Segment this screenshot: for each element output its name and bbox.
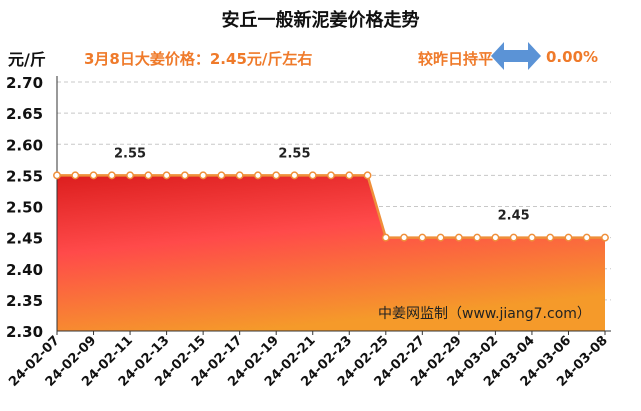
watermark: 中姜网监制（www.jiang7.com）	[378, 306, 591, 322]
data-point	[454, 233, 463, 242]
data-point	[199, 171, 208, 180]
left-right-arrow-icon	[491, 42, 541, 70]
y-tick-label: 2.65	[6, 105, 43, 123]
price-note: 3月8日大姜价格：2.45元/斤左右	[84, 50, 313, 68]
data-point	[473, 233, 482, 242]
change-value: 0.00%	[546, 48, 599, 66]
data-point	[217, 171, 226, 180]
data-point	[509, 233, 518, 242]
chart-title: 安丘一般新泥姜价格走势	[221, 10, 420, 31]
data-point	[162, 171, 171, 180]
y-axis-unit: 元/斤	[8, 50, 46, 69]
data-point	[363, 171, 372, 180]
data-point	[235, 171, 244, 180]
data-point	[71, 171, 80, 180]
data-point	[144, 171, 153, 180]
data-point	[126, 171, 135, 180]
data-point	[564, 233, 573, 242]
data-point	[381, 233, 390, 242]
data-label: 2.45	[498, 209, 530, 224]
y-tick-label: 2.70	[6, 74, 43, 92]
change-label: 较昨日持平	[418, 50, 494, 68]
data-point	[400, 233, 409, 242]
y-tick-label: 2.60	[6, 136, 43, 154]
data-point	[582, 233, 591, 242]
data-point	[290, 171, 299, 180]
data-point	[107, 171, 116, 180]
y-tick-label: 2.30	[6, 323, 43, 341]
data-point	[527, 233, 536, 242]
data-point	[418, 233, 427, 242]
y-tick-label: 2.50	[6, 199, 43, 217]
data-point	[89, 171, 98, 180]
y-tick-label: 2.45	[6, 230, 43, 248]
data-point	[180, 171, 189, 180]
data-label: 2.55	[114, 146, 146, 161]
data-point	[308, 171, 317, 180]
data-point	[345, 171, 354, 180]
data-point	[436, 233, 445, 242]
data-point	[53, 171, 61, 180]
data-point	[491, 233, 500, 242]
y-tick-label: 2.40	[6, 261, 43, 279]
data-point	[546, 233, 555, 242]
data-label: 2.55	[278, 146, 310, 161]
price-area	[57, 175, 605, 331]
data-point	[272, 171, 281, 180]
data-point	[601, 233, 609, 242]
data-point	[253, 171, 262, 180]
y-tick-label: 2.35	[6, 292, 43, 310]
data-point	[327, 171, 335, 180]
y-tick-label: 2.55	[6, 167, 43, 185]
